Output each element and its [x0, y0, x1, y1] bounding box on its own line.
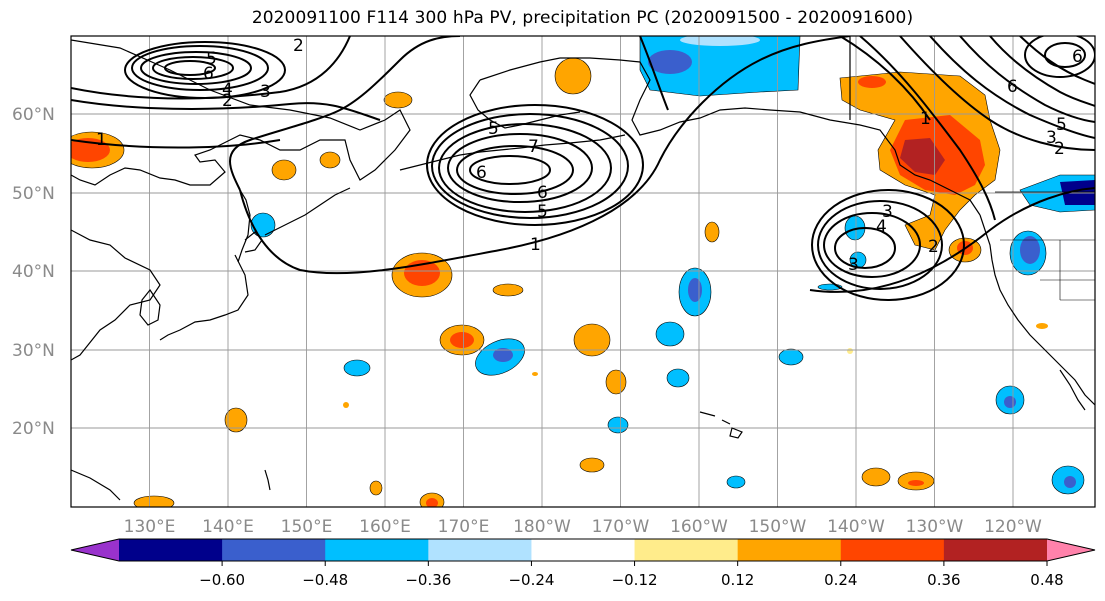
colorbar-tick-label: 0.12 — [721, 571, 754, 589]
colorbar-segment — [428, 539, 532, 561]
colorbar-segment — [737, 539, 842, 561]
colorbar-extend-max — [1047, 539, 1095, 561]
map-frame — [70, 35, 1096, 508]
colorbar-segment — [634, 539, 739, 561]
contour-label: 6 — [1007, 77, 1018, 97]
contour-label: 1 — [530, 235, 541, 255]
colorbar-extend-min — [71, 539, 119, 561]
contour-label: 6 — [476, 163, 487, 183]
colorbar-tick-label: −0.36 — [405, 571, 451, 589]
contour-label: 4 — [222, 80, 233, 100]
colorbar-segment — [840, 539, 945, 561]
map-area: 2 5 6 4 3 2 1 5 7 6 6 5 4 1 3 4 3 2 6 5 … — [71, 36, 1095, 507]
contour-label: 5 — [1056, 115, 1067, 135]
lon-label: 170°E — [438, 517, 490, 537]
colorbar-segment — [531, 539, 636, 561]
colorbar-segment — [119, 539, 223, 561]
contour-label: 3 — [1046, 128, 1057, 148]
contour-label: 4 — [876, 217, 887, 237]
colorbar: −0.60 −0.48 −0.36 −0.24 −0.12 0.12 0.24 0.36 0.4… — [70, 538, 1096, 589]
contour-label: 2 — [293, 36, 304, 56]
lon-label: 160°E — [359, 517, 411, 537]
contour-label: 2 — [222, 91, 233, 111]
contour-label: 5 — [537, 202, 548, 222]
lon-label: 180°W — [513, 517, 571, 537]
lon-label: 130°E — [124, 517, 176, 537]
lat-label: 30°N — [12, 341, 55, 361]
lon-label: 150°E — [281, 517, 333, 537]
contour-label: 2 — [928, 237, 939, 257]
colorbar-segment — [325, 539, 429, 561]
lon-label: 140°W — [827, 517, 885, 537]
latitude-labels: 60°N 50°N 40°N 30°N 20°N — [12, 105, 55, 439]
coastlines — [71, 36, 1095, 501]
contour-label: 5 — [206, 49, 217, 69]
map-title: 2020091100 F114 300 hPa PV, precipitatio… — [251, 8, 914, 28]
contour-label: 6 — [537, 183, 548, 203]
colorbar-tick-label: −0.24 — [508, 571, 554, 589]
lat-label: 50°N — [12, 184, 55, 204]
lat-label: 60°N — [12, 105, 55, 125]
contour-label: 5 — [488, 119, 499, 139]
colorbar-tick-label: 0.48 — [1030, 571, 1063, 589]
lon-label: 150°W — [749, 517, 807, 537]
contour-label: 6 — [203, 64, 214, 84]
colorbar-outline — [70, 538, 1096, 562]
pv-contours — [71, 36, 1095, 301]
contour-label: 7 — [528, 137, 539, 157]
colorbar-tick-label: −0.48 — [302, 571, 348, 589]
contour-label: 1 — [96, 130, 107, 150]
contour-label: 3 — [260, 82, 271, 102]
contour-label: 3 — [882, 202, 893, 222]
contour-label: 3 — [848, 255, 859, 275]
lat-label: 20°N — [12, 419, 55, 439]
lon-label: 140°E — [202, 517, 254, 537]
colorbar-segment — [222, 539, 326, 561]
contour-label: 6 — [1072, 47, 1083, 67]
colorbar-tick-label: 0.24 — [824, 571, 857, 589]
colorbar-tick-label: −0.12 — [612, 571, 658, 589]
lon-label: 130°W — [906, 517, 964, 537]
graticule — [71, 36, 1095, 507]
lon-label: 160°W — [670, 517, 728, 537]
lon-label: 170°W — [592, 517, 650, 537]
pv-contour-labels: 2 5 6 4 3 2 1 5 7 6 6 5 4 1 3 4 3 2 6 5 … — [96, 36, 1083, 275]
colorbar-tick-label: −0.60 — [199, 571, 245, 589]
contour-label: 2 — [1054, 139, 1065, 159]
colorbar-segment — [943, 539, 1048, 561]
colorbar-tick-label: 0.36 — [927, 571, 960, 589]
contour-label: 1 — [920, 109, 931, 129]
longitude-labels: 130°E 140°E 150°E 160°E 170°E 180°W 170°… — [124, 517, 1042, 537]
lat-label: 40°N — [12, 262, 55, 282]
lon-label: 120°W — [984, 517, 1042, 537]
